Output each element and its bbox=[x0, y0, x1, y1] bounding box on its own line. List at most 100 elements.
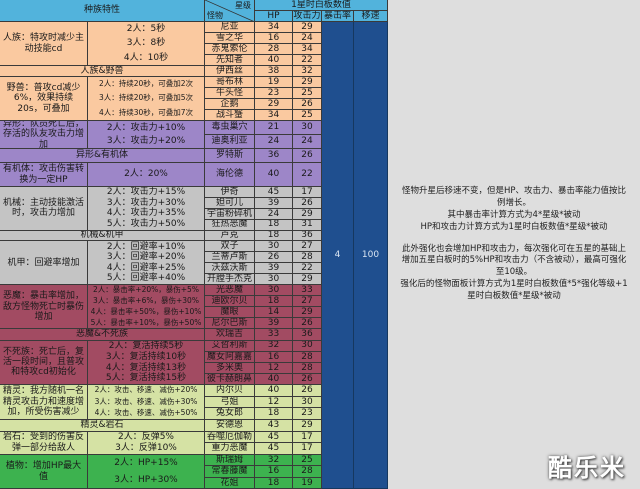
upgrade-notes: 怪物升星后移速不变，但是HP、攻击力、暴击率能力值按比例增长。 其中暴击率计算方… bbox=[388, 0, 640, 489]
monster-hp: 34 bbox=[255, 110, 293, 121]
bonus-lines: 2人：持续20秒，可叠加2次 3人：持续20秒，可叠加5次 4人：持续30秒，可叠加… bbox=[99, 77, 193, 120]
bonus-line: 4人：复活持续13秒 bbox=[105, 362, 187, 373]
monster-hp: 18 bbox=[255, 230, 293, 242]
monster-name: 先知者 bbox=[205, 55, 255, 66]
bonus-line: 3人：复活持续10秒 bbox=[105, 351, 187, 362]
monster-hp: 23 bbox=[255, 88, 293, 99]
race-trait: 精灵：我方随机一名精灵攻击力和速度增加，所受伤害减少 bbox=[0, 385, 88, 420]
monster-atk: 29 bbox=[293, 77, 322, 88]
combo-label: 异形&有机体 bbox=[0, 149, 205, 163]
monster-hp: 30 bbox=[255, 285, 293, 297]
note-line: 此外强化也会增加HP和攻击力，每次强化可在五星的基础上增加五星白板时的5%HP和… bbox=[401, 243, 627, 278]
monster-name: 光恶魔 bbox=[205, 285, 255, 297]
monster-atk: 26 bbox=[293, 197, 322, 209]
monster-atk: 25 bbox=[293, 110, 322, 121]
race-trait: 植物：增加HP最大值 bbox=[0, 455, 88, 489]
monster-atk: 26 bbox=[293, 149, 322, 163]
monster-name: 宇宙粉碎机 bbox=[205, 208, 255, 220]
monster-atk: 24 bbox=[293, 135, 322, 149]
bonus-line: 4人：攻击、移速、减伤+50% bbox=[94, 408, 198, 417]
bonus-lines: 2人：回避率+10% 3人：回避率+20% 4人：回避率+25% 5人：回避率+40% bbox=[107, 241, 185, 284]
crit-value: 4 bbox=[322, 22, 354, 489]
monster-atk: 36 bbox=[293, 329, 322, 341]
race-bonus: 2人：回避率+10% 3人：回避率+20% 4人：回避率+25% 5人：回避率+40% bbox=[88, 241, 205, 285]
monster-hp: 39 bbox=[255, 197, 293, 209]
monster-atk: 22 bbox=[293, 163, 322, 187]
monster-atk: 29 bbox=[293, 274, 322, 285]
monster-name: 弓姐 bbox=[205, 396, 255, 409]
race-bonus: 2人：暴击率+20%，暴伤+5% 3人：暴击率+6%，暴伤+30% 4人：暴击率+5… bbox=[88, 285, 205, 330]
monster-hp: 40 bbox=[255, 163, 293, 187]
monster-name: 伊奇 bbox=[205, 187, 255, 198]
race-bonus: 2人：攻击力+10% 3人：攻击力+20% bbox=[88, 121, 205, 149]
monster-name: 重力恶魔 bbox=[205, 443, 255, 455]
monster-name: 卢克 bbox=[205, 230, 255, 242]
bonus-line: 5人：暴击率+10%，暴伤+50% bbox=[90, 317, 202, 327]
header-stats: 1星时白板数值 bbox=[255, 0, 388, 11]
monster-hp: 30 bbox=[255, 274, 293, 285]
monster-atk: 27 bbox=[293, 296, 322, 308]
monster-atk: 17 bbox=[293, 187, 322, 198]
monster-name: 狂热恶魔 bbox=[205, 219, 255, 231]
race-trait: 人族：特攻时减少主动技能cd bbox=[0, 22, 88, 66]
bonus-lines: 2人：5秒 3人：8秒 4人：10秒 bbox=[124, 22, 168, 65]
monster-hp: 18 bbox=[255, 219, 293, 231]
bonus-lines: 2人：攻击力+10% 3人：攻击力+20% bbox=[107, 121, 185, 148]
monster-atk: 27 bbox=[293, 241, 322, 253]
header-speed: 移速 bbox=[354, 11, 388, 22]
race-bonus: 2人：反弹5% 3人：反弹10% bbox=[88, 431, 205, 455]
monster-hp: 39 bbox=[255, 263, 293, 275]
combo-label: 精灵&岩石 bbox=[0, 420, 205, 432]
monster-hp: 36 bbox=[255, 149, 293, 163]
monster-name: 斯瑞姆 bbox=[205, 455, 255, 467]
header-hp: HP bbox=[255, 11, 293, 22]
monster-atk: 24 bbox=[293, 33, 322, 44]
header-monster: 怪物 bbox=[207, 10, 223, 20]
monster-name: 欢瑞吉 bbox=[205, 329, 255, 341]
monster-name: 沃兹沃斯 bbox=[205, 263, 255, 275]
monster-hp: 33 bbox=[255, 329, 293, 341]
header-crit: 暴击率 bbox=[322, 11, 354, 22]
monster-atk: 23 bbox=[293, 408, 322, 420]
bonus-line: 3人：攻击力+30% bbox=[106, 197, 186, 208]
bonus-line: 3人：暴击率+6%，暴伤+30% bbox=[93, 295, 199, 305]
diagonal-divider bbox=[205, 0, 254, 21]
monster-atk: 22 bbox=[293, 55, 322, 66]
race-bonus: 2人：攻击力+15% 3人：攻击力+30% 4人：攻击力+35% 5人：攻击力+50% bbox=[88, 187, 205, 231]
header-trait: 种族特性 bbox=[0, 0, 205, 22]
monster-hp: 40 bbox=[255, 55, 293, 66]
monster-hp: 19 bbox=[255, 77, 293, 88]
monster-hp: 18 bbox=[255, 296, 293, 308]
monster-hp: 18 bbox=[255, 408, 293, 420]
monster-atk: 19 bbox=[293, 477, 322, 489]
bonus-line: 2人：持续20秒，可叠加2次 bbox=[98, 78, 194, 88]
monster-atk: 29 bbox=[293, 208, 322, 220]
race-bonus: 2人：HP+15% 3人：HP+30% bbox=[88, 455, 205, 489]
monster-atk: 22 bbox=[293, 263, 322, 275]
monster-name: 海伦德 bbox=[205, 163, 255, 187]
race-bonus: 2人：持续20秒，可叠加2次 3人：持续20秒，可叠加5次 4人：持续30秒，可叠加… bbox=[88, 77, 205, 121]
race-trait: 恶魔：暴击率增加，敌方怪物死亡时暴伤增加 bbox=[0, 285, 88, 330]
monster-name: 开膛手杰克 bbox=[205, 274, 255, 285]
monster-atk: 29 bbox=[293, 307, 322, 319]
monster-hp: 14 bbox=[255, 307, 293, 319]
monster-atk: 29 bbox=[293, 22, 322, 33]
monster-name: 多米奥 bbox=[205, 362, 255, 374]
monster-hp: 34 bbox=[255, 22, 293, 33]
bonus-line: 2人：反弹5% bbox=[117, 432, 174, 443]
bonus-lines: 2人：复活持续5秒 3人：复活持续10秒 4人：复活持续13秒 5人：复活持续15秒 bbox=[106, 341, 186, 384]
race-trait: 机甲：回避率增加 bbox=[0, 241, 88, 285]
monster-atk: 17 bbox=[293, 443, 322, 455]
monster-name: 彼卡赫朗鼻 bbox=[205, 373, 255, 385]
monster-atk: 28 bbox=[293, 466, 322, 478]
bonus-lines: 2人：攻击、移速、减伤+20% 3人：攻击、移速、减伤+30% 4人：攻击、移速、减… bbox=[95, 385, 198, 419]
race-bonus: 2人：攻击、移速、减伤+20% 3人：攻击、移速、减伤+30% 4人：攻击、移速、减… bbox=[88, 385, 205, 420]
race-trait: 岩石：受到的伤害反弹一部分给敌人 bbox=[0, 431, 88, 455]
monster-atk: 25 bbox=[293, 88, 322, 99]
combo-label: 恶魔&不死族 bbox=[0, 329, 205, 341]
monster-name: 花姐 bbox=[205, 477, 255, 489]
monster-atk: 26 bbox=[293, 373, 322, 385]
header-star-monster: 星级 怪物 bbox=[205, 0, 255, 22]
note-line: HP和攻击力计算方式为1星时白板数值*星级*被动 bbox=[420, 221, 608, 232]
monster-hp: 40 bbox=[255, 373, 293, 385]
